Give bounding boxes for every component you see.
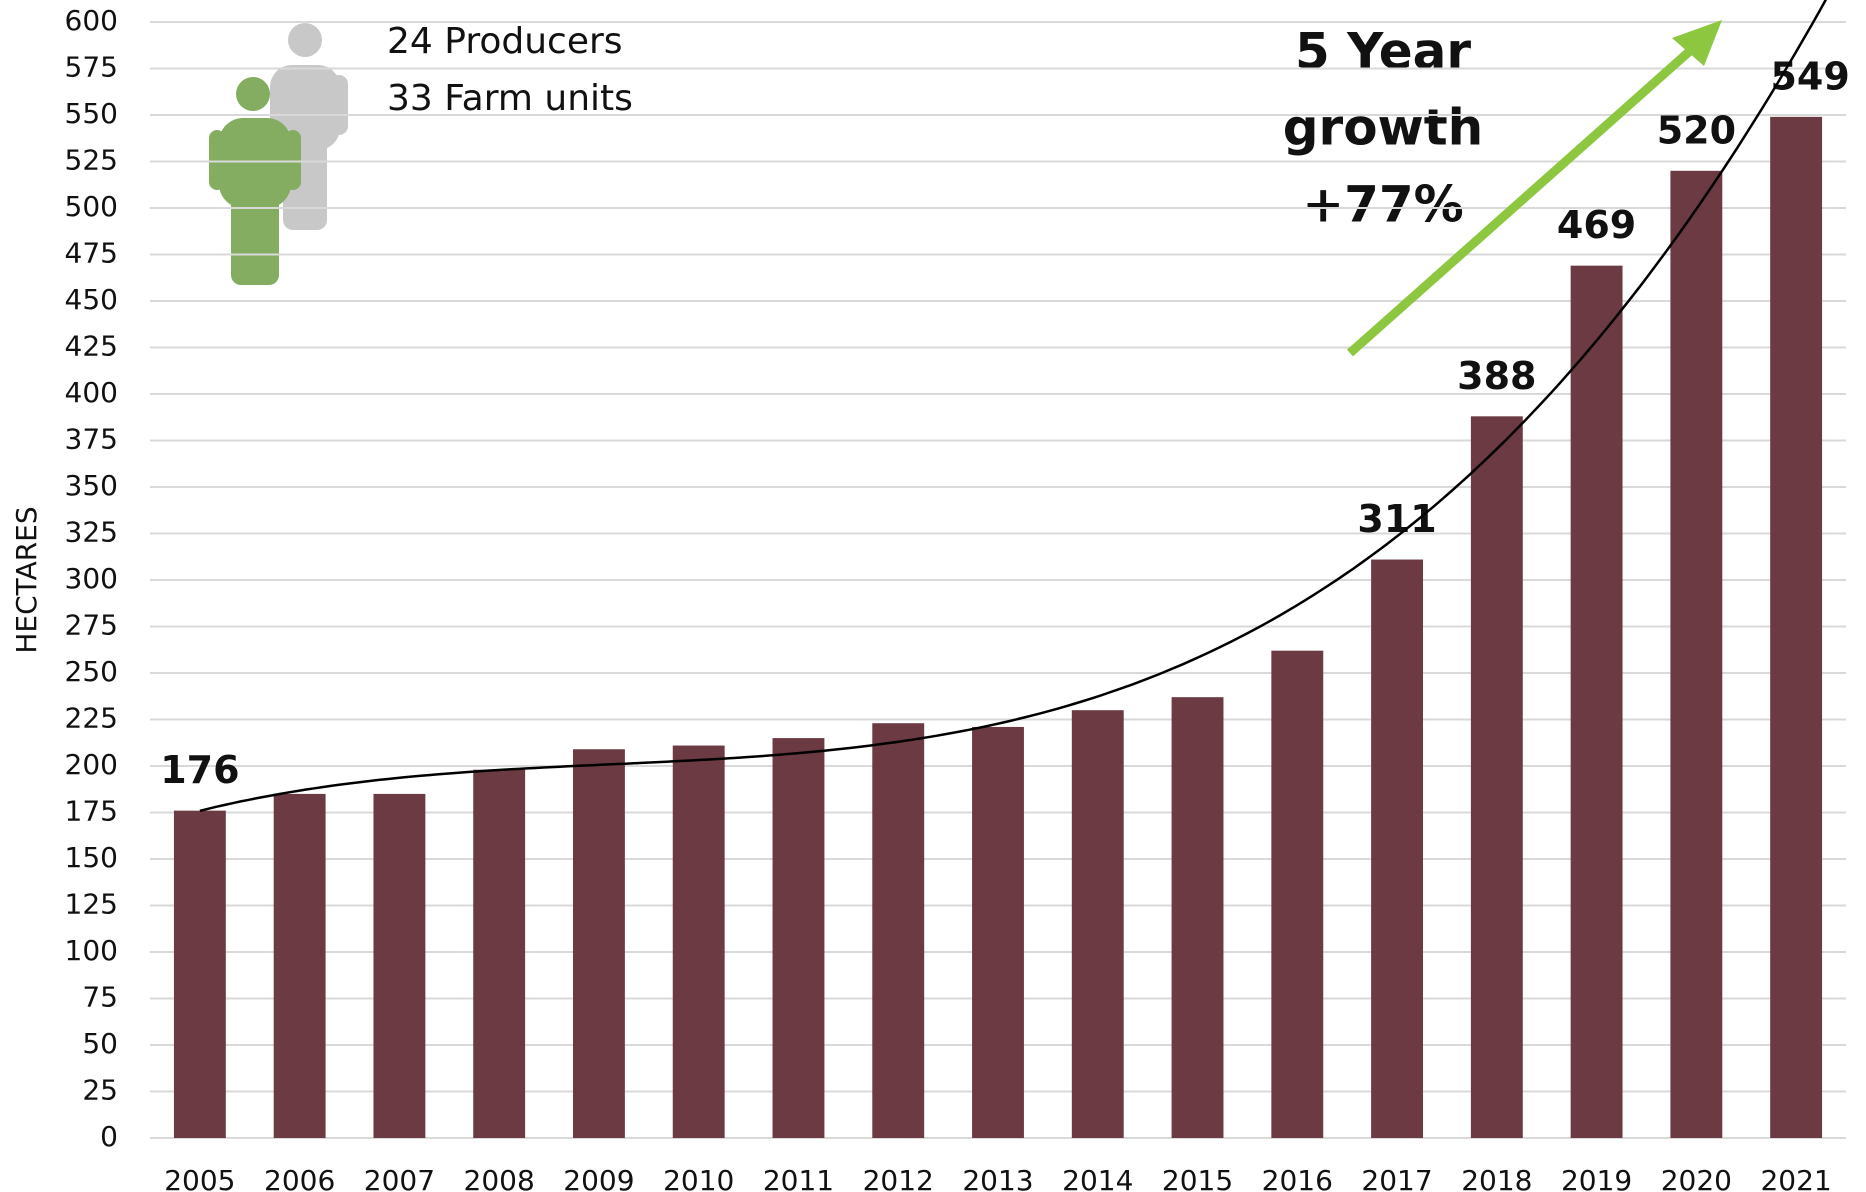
bar xyxy=(672,745,725,1138)
x-tick-label: 2018 xyxy=(1461,1164,1532,1192)
x-tick-label: 2019 xyxy=(1561,1164,1632,1192)
annotation: 24 Producers xyxy=(387,21,623,62)
y-tick-label: 550 xyxy=(65,97,118,130)
y-axis-label: HECTARES xyxy=(10,506,43,653)
x-tick-label: 2020 xyxy=(1661,1164,1732,1192)
y-tick-label: 100 xyxy=(65,934,118,967)
bar xyxy=(1271,650,1324,1138)
y-tick-label: 350 xyxy=(65,469,118,502)
data-label: 520 xyxy=(1657,108,1736,152)
bar xyxy=(1171,697,1224,1138)
bar xyxy=(972,726,1024,1138)
annotation: +77% xyxy=(1302,176,1464,234)
y-tick-label: 600 xyxy=(65,4,118,37)
y-tick-label: 400 xyxy=(65,376,118,409)
annotation: 5 Year xyxy=(1295,23,1471,81)
y-tick-label: 325 xyxy=(65,516,118,549)
growth-arrow xyxy=(1347,38,1703,357)
y-tick-label: 150 xyxy=(65,841,118,874)
x-tick-label: 2006 xyxy=(264,1164,335,1192)
bar xyxy=(373,793,426,1138)
x-tick-label: 2012 xyxy=(863,1164,934,1192)
bar xyxy=(1570,265,1623,1138)
x-tick-label: 2005 xyxy=(164,1164,235,1192)
data-label: 469 xyxy=(1557,203,1636,247)
people-icon xyxy=(209,23,348,285)
x-tick-label: 2011 xyxy=(763,1164,834,1192)
y-tick-label: 0 xyxy=(100,1120,118,1153)
x-tick-label: 2015 xyxy=(1162,1164,1233,1192)
x-tick-label: 2016 xyxy=(1262,1164,1333,1192)
trendline xyxy=(199,0,1828,813)
data-label: 549 xyxy=(1770,54,1849,98)
annotation: growth xyxy=(1283,99,1484,157)
y-tick-label: 125 xyxy=(65,888,118,921)
y-tick-label: 500 xyxy=(65,190,118,223)
data-label: 388 xyxy=(1457,354,1536,398)
x-tick-label: 2008 xyxy=(464,1164,535,1192)
y-tick-label: 25 xyxy=(82,1074,118,1107)
growth-arrow-head xyxy=(1672,20,1722,66)
x-tick-label: 2009 xyxy=(563,1164,634,1192)
bar xyxy=(1071,710,1124,1138)
data-label: 311 xyxy=(1357,497,1436,541)
x-tick-label: 2007 xyxy=(364,1164,435,1192)
bar xyxy=(1770,116,1823,1139)
y-tick-label: 225 xyxy=(65,702,118,735)
y-tick-label: 450 xyxy=(65,283,118,316)
bar xyxy=(1371,559,1423,1138)
y-tick-label: 275 xyxy=(65,609,118,642)
bar xyxy=(473,769,526,1138)
y-tick-label: 375 xyxy=(65,423,118,456)
y-tick-label: 575 xyxy=(65,51,118,84)
y-tick-label: 425 xyxy=(65,330,118,363)
y-tick-label: 175 xyxy=(65,795,118,828)
y-tick-label: 200 xyxy=(65,748,118,781)
bar xyxy=(772,738,825,1138)
y-tick-label: 75 xyxy=(82,981,118,1014)
data-label: 176 xyxy=(160,748,239,792)
x-tick-label: 2010 xyxy=(663,1164,734,1192)
y-tick-label: 525 xyxy=(65,144,118,177)
bar xyxy=(173,810,226,1138)
x-tick-label: 2017 xyxy=(1361,1164,1432,1192)
annotation: 33 Farm units xyxy=(387,78,633,119)
y-tick-label: 300 xyxy=(65,562,118,595)
y-tick-label: 50 xyxy=(82,1027,118,1060)
bar xyxy=(273,793,326,1138)
y-tick-label: 250 xyxy=(65,655,118,688)
x-tick-label: 2013 xyxy=(962,1164,1033,1192)
bar xyxy=(573,749,625,1138)
x-tick-label: 2014 xyxy=(1062,1164,1133,1192)
bar xyxy=(872,723,925,1138)
bar xyxy=(1470,416,1523,1138)
x-tick-label: 2021 xyxy=(1760,1164,1831,1192)
y-tick-label: 475 xyxy=(65,237,118,270)
bar xyxy=(1670,170,1723,1139)
